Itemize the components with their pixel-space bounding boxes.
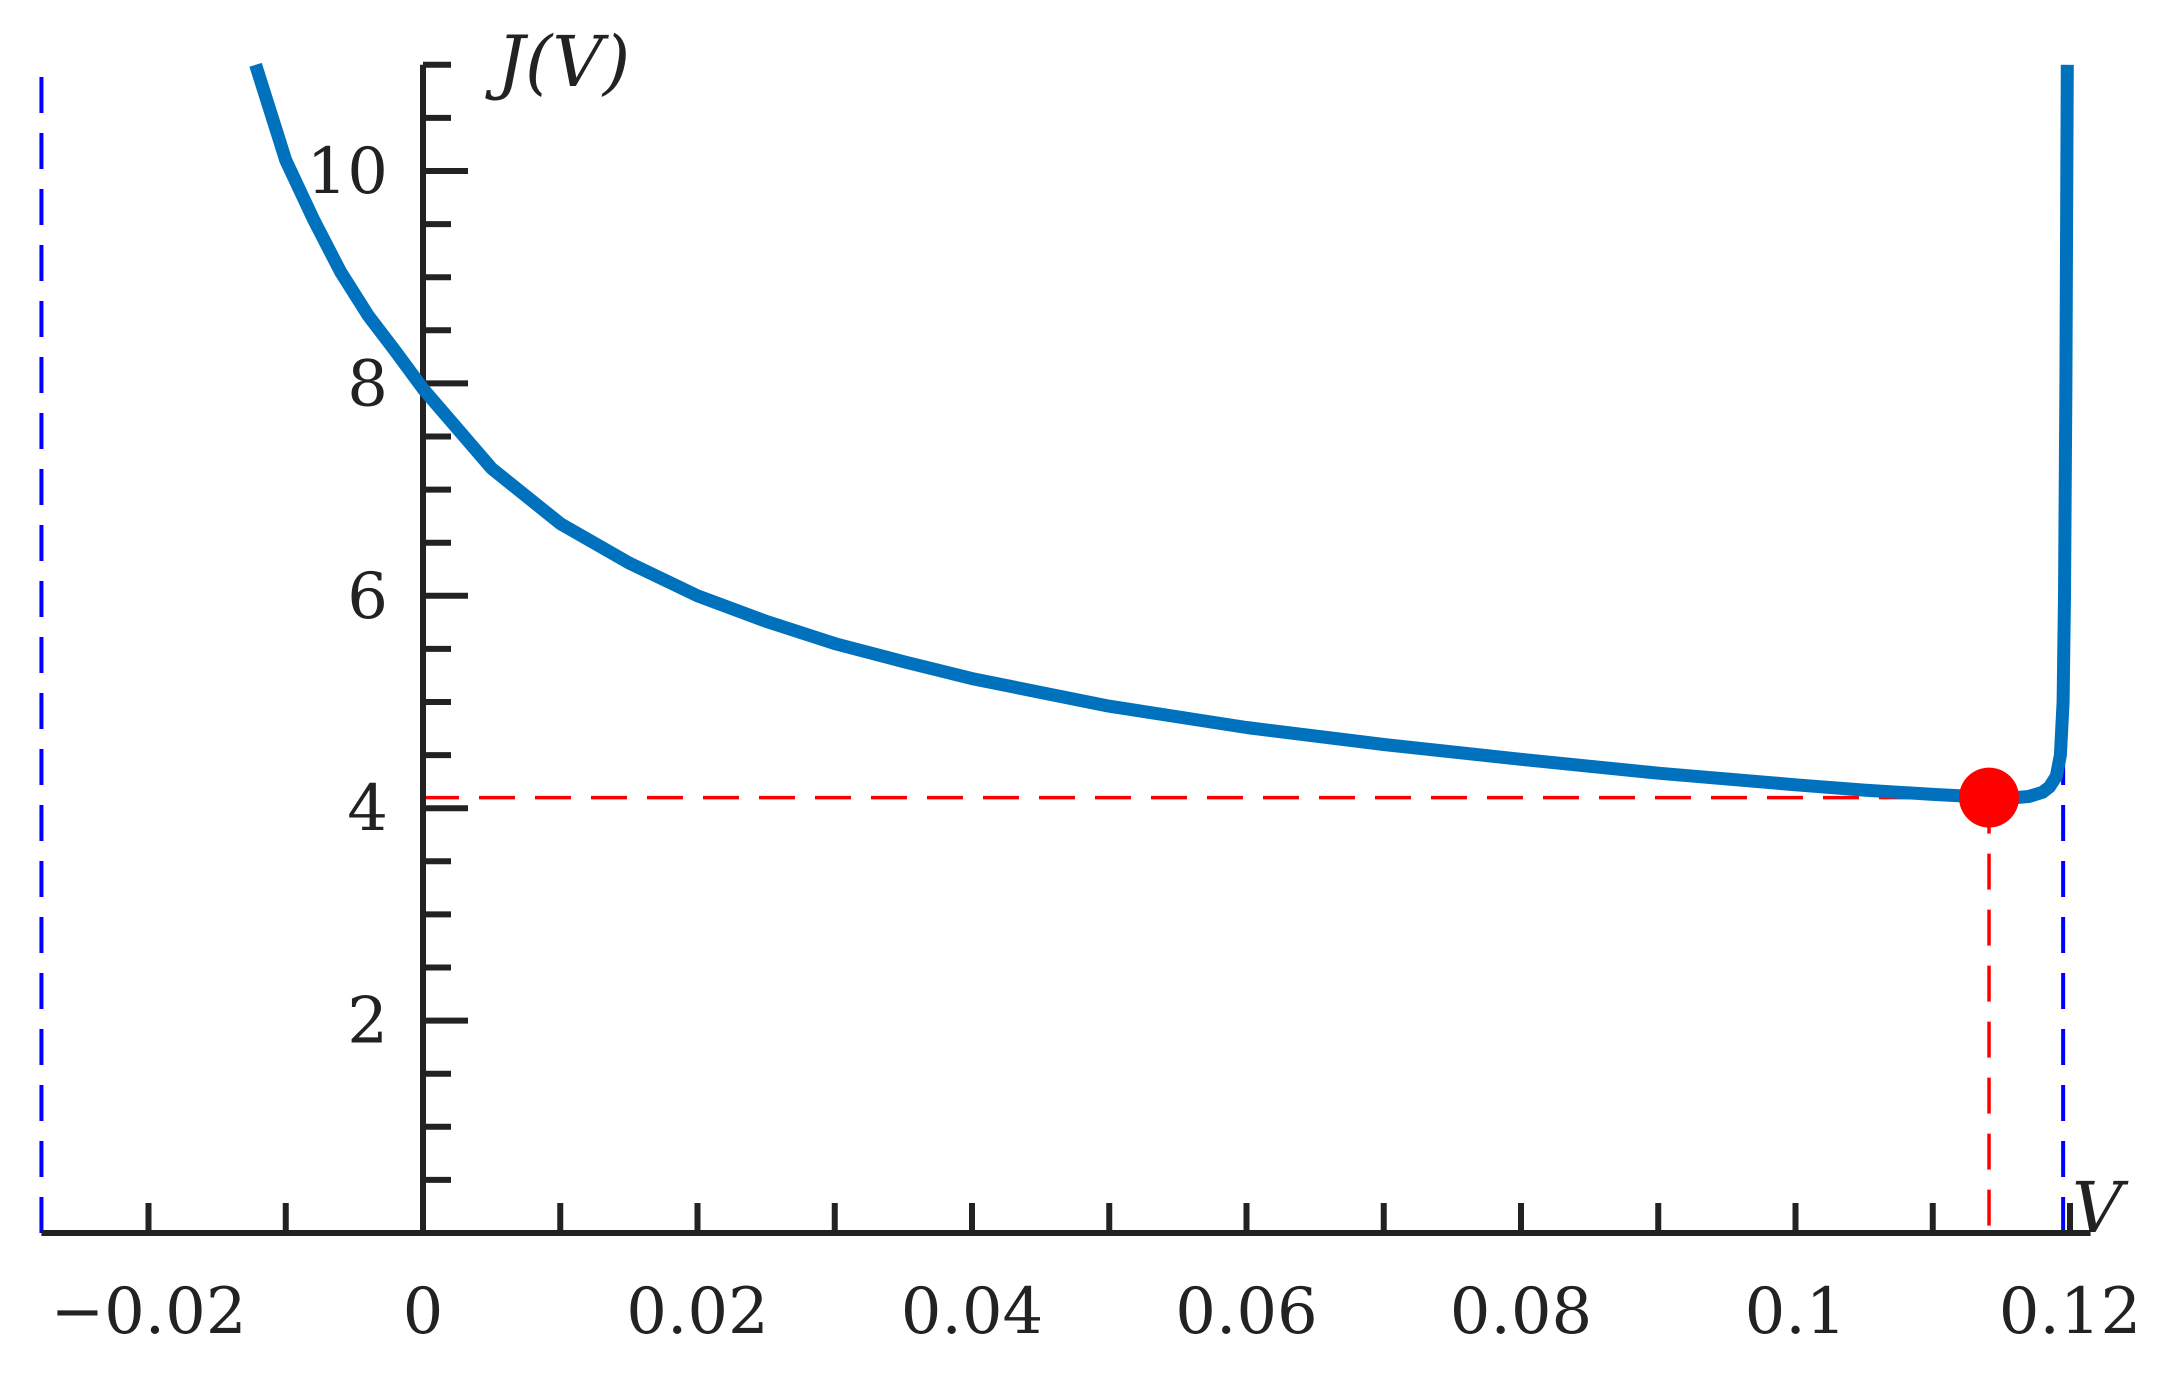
x-tick-label: 0.08 xyxy=(1450,1275,1593,1349)
y-tick-label: 8 xyxy=(347,347,388,421)
x-tick-label: 0.04 xyxy=(901,1275,1044,1349)
x-tick-label: −0.02 xyxy=(50,1275,246,1349)
x-axis-label: V xyxy=(2072,1167,2129,1249)
x-tick-label: 0.12 xyxy=(1999,1275,2142,1349)
y-axis-label: J(V) xyxy=(485,21,630,103)
guide-lines xyxy=(423,795,1991,1233)
x-tick-label: 0.02 xyxy=(626,1275,769,1349)
y-tick-label: 10 xyxy=(307,135,388,209)
y-tick-label: 2 xyxy=(347,985,388,1059)
x-tick-label: 0.06 xyxy=(1175,1275,1318,1349)
asymptote-lines xyxy=(39,64,2066,1233)
x-tick-label: 0 xyxy=(403,1275,444,1349)
y-tick-label: 4 xyxy=(347,772,388,846)
series-layer xyxy=(249,62,2074,805)
marked-point-layer xyxy=(1959,767,2020,828)
x-ticks: −0.02 0 0.02 0.04 0.06 0.08 0.1 0.12 xyxy=(50,1203,2141,1349)
marked-point xyxy=(1959,767,2020,828)
x-tick-label: 0.1 xyxy=(1745,1275,1847,1349)
y-ticks: 2 4 6 8 10 xyxy=(307,61,468,1183)
series-line xyxy=(249,62,2074,805)
y-tick-label: 6 xyxy=(347,560,388,634)
